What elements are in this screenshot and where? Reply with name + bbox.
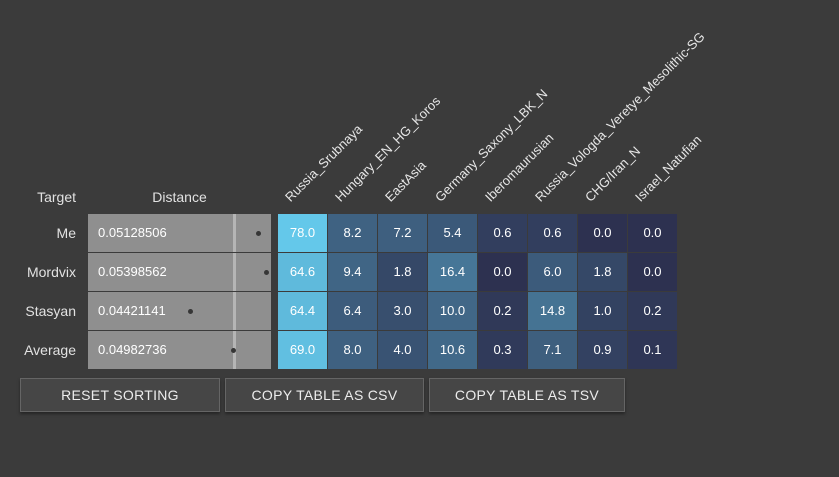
heat-cell: 8.0 xyxy=(328,331,377,369)
heat-cell: 0.0 xyxy=(628,253,677,291)
distance-dot xyxy=(230,348,236,353)
heat-cell: 0.3 xyxy=(478,331,527,369)
table-row: Me 0.05128506 78.0 8.2 7.2 5.4 0.6 0.6 0… xyxy=(0,214,839,252)
average-marker-line xyxy=(232,292,236,330)
heat-cell: 4.0 xyxy=(378,331,427,369)
distance-value: 0.04982736 xyxy=(98,342,167,357)
heat-cell: 5.4 xyxy=(428,214,477,252)
table-row: Average 0.04982736 69.0 8.0 4.0 10.6 0.3… xyxy=(0,331,839,369)
heat-cell: 1.0 xyxy=(578,292,627,330)
heat-cell: 8.2 xyxy=(328,214,377,252)
heat-cell: 9.4 xyxy=(328,253,377,291)
row-label: Mordvix xyxy=(26,264,76,280)
table-row: Stasyan 0.04421141 64.4 6.4 3.0 10.0 0.2… xyxy=(0,292,839,330)
heat-cell: 0.0 xyxy=(578,214,627,252)
heat-cell: 78.0 xyxy=(278,214,327,252)
distance-value: 0.04421141 xyxy=(98,303,166,318)
heat-cell: 0.9 xyxy=(578,331,627,369)
heat-cell: 64.4 xyxy=(278,292,327,330)
heat-cell: 14.8 xyxy=(528,292,577,330)
distance-cell: 0.05398562 xyxy=(88,253,271,291)
distance-dot xyxy=(263,270,269,275)
heat-cell: 3.0 xyxy=(378,292,427,330)
heat-cell: 64.6 xyxy=(278,253,327,291)
row-label: Average xyxy=(24,342,76,358)
heat-cell: 6.4 xyxy=(328,292,377,330)
heat-cell: 7.2 xyxy=(378,214,427,252)
heat-cell: 7.1 xyxy=(528,331,577,369)
heat-cell: 10.0 xyxy=(428,292,477,330)
heat-cell: 10.6 xyxy=(428,331,477,369)
distance-value: 0.05398562 xyxy=(98,264,167,279)
average-marker-line xyxy=(232,214,236,252)
column-header[interactable]: EastAsia xyxy=(381,157,429,205)
heat-cell: 0.0 xyxy=(478,253,527,291)
reset-sorting-button[interactable]: RESET SORTING xyxy=(20,378,220,412)
column-header[interactable]: Israel_Natufian xyxy=(631,132,705,205)
heat-cell: 6.0 xyxy=(528,253,577,291)
table-row: Mordvix 0.05398562 64.6 9.4 1.8 16.4 0.0… xyxy=(0,253,839,291)
distance-dot xyxy=(188,309,194,314)
heat-cell: 16.4 xyxy=(428,253,477,291)
target-column-label: Target xyxy=(37,189,76,205)
copy-csv-button[interactable]: COPY TABLE AS CSV xyxy=(225,378,424,412)
distance-cell: 0.04982736 xyxy=(88,331,271,369)
heat-cell: 1.8 xyxy=(378,253,427,291)
distance-column-label: Distance xyxy=(152,189,207,205)
distance-cell: 0.04421141 xyxy=(88,292,271,330)
heat-cell: 0.6 xyxy=(528,214,577,252)
copy-tsv-button[interactable]: COPY TABLE AS TSV xyxy=(429,378,625,412)
heat-cell: 1.8 xyxy=(578,253,627,291)
heat-cell: 0.6 xyxy=(478,214,527,252)
distance-dot xyxy=(256,231,262,236)
distance-cell: 0.05128506 xyxy=(88,214,271,252)
row-label: Stasyan xyxy=(25,303,76,319)
heat-cell: 0.1 xyxy=(628,331,677,369)
average-marker-line xyxy=(232,253,236,291)
heat-cell: 0.0 xyxy=(628,214,677,252)
heat-cell: 0.2 xyxy=(478,292,527,330)
distance-value: 0.05128506 xyxy=(98,225,167,240)
heat-cell: 69.0 xyxy=(278,331,327,369)
row-label: Me xyxy=(56,225,76,241)
heat-cell: 0.2 xyxy=(628,292,677,330)
